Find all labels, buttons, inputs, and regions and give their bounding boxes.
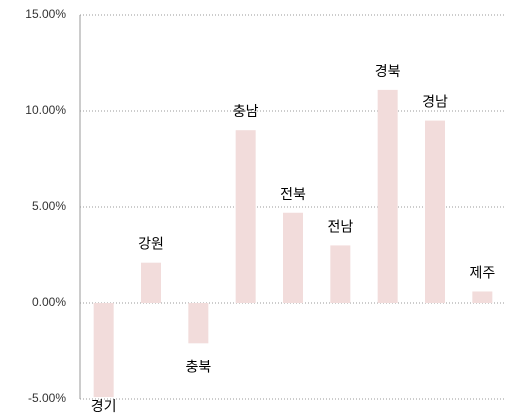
y-tick-label: 10.00% (25, 103, 66, 117)
y-tick-label: -5.00% (28, 391, 66, 405)
category-label: 전남 (327, 219, 353, 235)
bar (425, 120, 445, 303)
y-tick-label: 5.00% (32, 199, 66, 213)
category-label: 강원 (138, 237, 164, 253)
y-tick-label: 15.00% (25, 7, 66, 21)
category-label: 경북 (375, 64, 401, 80)
bar (235, 130, 256, 303)
bar (377, 89, 398, 303)
bar (330, 245, 351, 303)
bar (93, 303, 114, 398)
category-label: 경남 (422, 95, 448, 111)
category-label: 전북 (280, 187, 306, 203)
bar (283, 212, 303, 303)
category-label: 충남 (233, 104, 259, 120)
bar (141, 262, 161, 303)
category-label: 경기 (91, 399, 117, 415)
category-label: 충북 (185, 359, 211, 375)
bar (188, 303, 209, 344)
y-tick-label: 0.00% (32, 295, 66, 309)
bar (472, 291, 493, 303)
category-label: 제주 (469, 265, 495, 281)
